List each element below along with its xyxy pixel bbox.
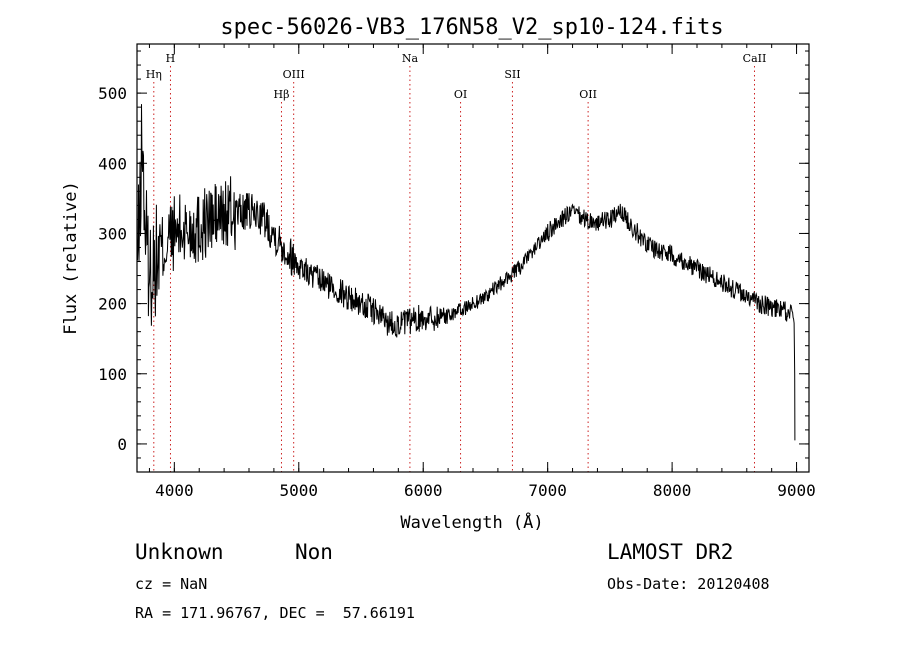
- emission-line-label: OII: [579, 88, 597, 101]
- emission-line-label: Hβ: [274, 88, 290, 101]
- y-tick-label: 0: [117, 435, 127, 454]
- x-tick-label: 8000: [653, 481, 692, 500]
- chart-title: spec-56026-VB3_176N58_V2_sp10-124.fits: [220, 15, 723, 40]
- emission-line-label: OIII: [283, 68, 305, 81]
- x-tick-label: 7000: [528, 481, 567, 500]
- redshift-value: cz = NaN: [135, 575, 208, 593]
- x-tick-label: 4000: [155, 481, 194, 500]
- x-tick-label: 9000: [777, 481, 816, 500]
- emission-line-label: SII: [504, 68, 520, 81]
- emission-line-label: OI: [454, 88, 467, 101]
- y-axis-label: Flux (relative): [61, 181, 81, 335]
- x-axis-label: Wavelength (Å): [400, 511, 543, 533]
- emission-line-markers: Hη H Hβ OIII Na OI SII OII CaII: [146, 52, 767, 472]
- plot-frame: [136, 43, 810, 473]
- y-tick-label: 300: [98, 224, 127, 243]
- y-tick-label: 200: [98, 295, 127, 314]
- coordinates: RA = 171.96767, DEC = 57.66191: [135, 604, 415, 622]
- object-class: Unknown: [135, 540, 224, 564]
- axis-ticks: 4000 5000 6000 7000 8000 9000 0 100 200 300 400 500: [98, 44, 816, 500]
- emission-line-label: H: [166, 52, 176, 65]
- object-subclass: Non: [295, 540, 333, 564]
- emission-line-label: Na: [402, 52, 419, 65]
- y-tick-label: 100: [98, 365, 127, 384]
- emission-line-label: Hη: [146, 68, 162, 81]
- survey-name: LAMOST DR2: [607, 540, 734, 564]
- y-tick-label: 500: [98, 84, 127, 103]
- spectrum-line: [136, 104, 796, 441]
- observation-date: Obs-Date: 20120408: [607, 575, 770, 593]
- x-tick-label: 5000: [280, 481, 319, 500]
- x-tick-label: 6000: [404, 481, 443, 500]
- emission-line-label: CaII: [743, 52, 767, 65]
- y-tick-label: 400: [98, 154, 127, 173]
